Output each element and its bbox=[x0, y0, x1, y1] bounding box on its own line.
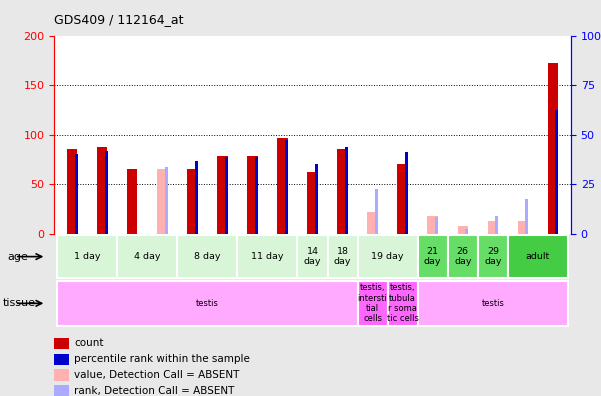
Text: rank, Detection Call = ABSENT: rank, Detection Call = ABSENT bbox=[74, 386, 234, 396]
Bar bbox=[117, 234, 177, 278]
Bar bbox=[297, 234, 328, 278]
Text: testis,
tubula
r soma
tic cells: testis, tubula r soma tic cells bbox=[386, 283, 419, 324]
Bar bbox=[165, 167, 168, 234]
Text: 26
day: 26 day bbox=[454, 247, 472, 266]
Bar bbox=[457, 226, 468, 234]
Text: value, Detection Call = ABSENT: value, Detection Call = ABSENT bbox=[74, 370, 240, 380]
Bar bbox=[465, 229, 468, 234]
Bar bbox=[277, 138, 288, 234]
Bar bbox=[237, 234, 297, 278]
Bar bbox=[255, 157, 258, 234]
Bar bbox=[495, 216, 498, 234]
Text: 29
day: 29 day bbox=[484, 247, 502, 266]
Bar bbox=[54, 369, 69, 381]
Bar bbox=[328, 234, 358, 278]
Bar bbox=[418, 281, 568, 326]
Bar bbox=[187, 169, 198, 234]
Bar bbox=[247, 156, 258, 234]
Bar bbox=[177, 234, 237, 278]
Bar bbox=[67, 149, 78, 234]
Bar bbox=[337, 149, 348, 234]
Bar bbox=[358, 234, 418, 278]
Bar bbox=[195, 162, 198, 234]
Bar bbox=[97, 147, 108, 234]
Bar bbox=[54, 354, 69, 365]
Bar bbox=[54, 338, 69, 349]
Bar bbox=[367, 212, 378, 234]
Text: age: age bbox=[7, 251, 28, 262]
Text: percentile rank within the sample: percentile rank within the sample bbox=[74, 354, 250, 364]
Text: testis: testis bbox=[196, 299, 219, 308]
Bar bbox=[397, 164, 408, 234]
Text: 8 day: 8 day bbox=[194, 252, 221, 261]
Bar bbox=[285, 140, 288, 234]
Bar bbox=[345, 147, 348, 234]
Bar bbox=[427, 216, 438, 234]
Bar bbox=[307, 172, 318, 234]
Bar bbox=[525, 199, 528, 234]
Bar bbox=[508, 234, 568, 278]
Text: testis: testis bbox=[481, 299, 504, 308]
Bar bbox=[375, 189, 378, 234]
Text: 14
day: 14 day bbox=[304, 247, 322, 266]
Bar bbox=[388, 281, 418, 326]
Bar bbox=[548, 63, 558, 234]
Text: 19 day: 19 day bbox=[371, 252, 404, 261]
Bar bbox=[127, 169, 138, 234]
Bar bbox=[435, 217, 438, 234]
Bar bbox=[57, 234, 117, 278]
Bar bbox=[75, 154, 78, 234]
Bar bbox=[105, 152, 108, 234]
Bar bbox=[487, 221, 498, 234]
Text: GDS409 / 112164_at: GDS409 / 112164_at bbox=[54, 13, 183, 26]
Text: testis,
intersti
tial
cells: testis, intersti tial cells bbox=[358, 283, 388, 324]
Bar bbox=[217, 156, 228, 234]
Text: 11 day: 11 day bbox=[251, 252, 284, 261]
Bar bbox=[555, 110, 558, 234]
Bar bbox=[478, 234, 508, 278]
Text: tissue: tissue bbox=[2, 298, 35, 308]
Text: 1 day: 1 day bbox=[74, 252, 100, 261]
Bar bbox=[157, 169, 168, 234]
Text: count: count bbox=[74, 339, 104, 348]
Text: 21
day: 21 day bbox=[424, 247, 442, 266]
Text: 4 day: 4 day bbox=[134, 252, 160, 261]
Bar bbox=[418, 234, 448, 278]
Bar bbox=[315, 164, 318, 234]
Bar bbox=[225, 157, 228, 234]
Bar bbox=[57, 281, 358, 326]
Bar bbox=[517, 221, 528, 234]
Text: adult: adult bbox=[526, 252, 550, 261]
Bar bbox=[405, 152, 408, 234]
Bar bbox=[448, 234, 478, 278]
Text: 18
day: 18 day bbox=[334, 247, 352, 266]
Bar bbox=[358, 281, 388, 326]
Bar bbox=[54, 385, 69, 396]
